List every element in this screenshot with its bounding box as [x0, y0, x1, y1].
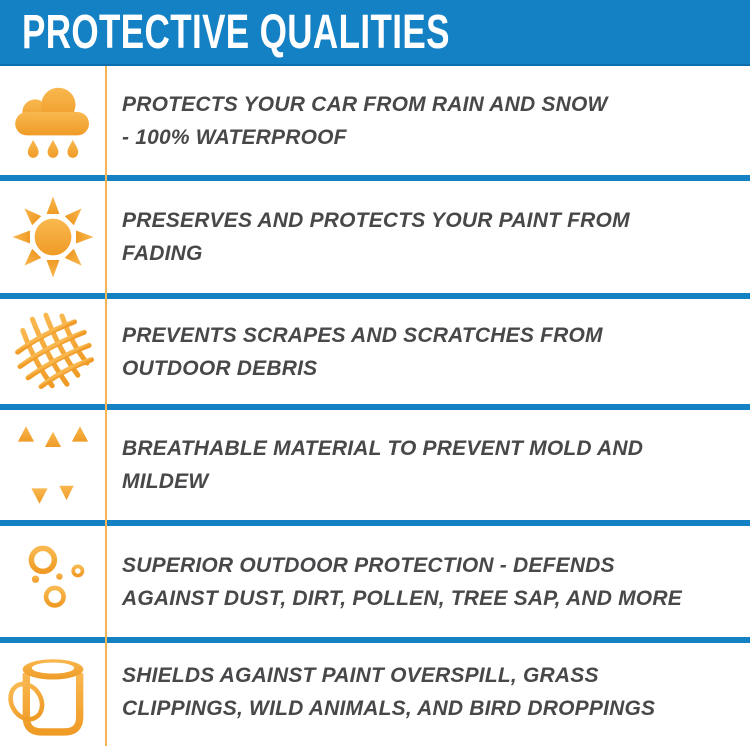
feature-row-spills: SHIELDS AGAINST PAINT OVERSPILL, GRASS C… — [0, 643, 750, 750]
page-title: PROTECTIVE QUALITIES — [22, 5, 450, 59]
feature-text-cell: BREATHABLE MATERIAL TO PREVENT MOLD AND … — [105, 432, 750, 498]
feature-text-cell: SUPERIOR OUTDOOR PROTECTION - DEFENDS AG… — [105, 549, 750, 615]
feature-rows: PROTECTS YOUR CAR FROM RAIN AND SNOW - 1… — [0, 66, 750, 750]
feature-text: PRESERVES AND PROTECTS YOUR PAINT FROM F… — [122, 209, 630, 265]
feature-text-cell: PROTECTS YOUR CAR FROM RAIN AND SNOW - 1… — [105, 88, 750, 154]
row-divider — [0, 637, 750, 643]
breathable-weave-icon — [0, 410, 105, 520]
feature-text-cell: SHIELDS AGAINST PAINT OVERSPILL, GRASS C… — [105, 664, 750, 725]
feature-row-breathable: BREATHABLE MATERIAL TO PREVENT MOLD AND … — [0, 410, 750, 520]
dust-particles-icon — [0, 526, 105, 637]
row-divider — [0, 404, 750, 410]
sun-icon — [0, 181, 105, 293]
feature-text: SHIELDS AGAINST PAINT OVERSPILL, GRASS C… — [122, 663, 656, 720]
paint-bucket-icon — [0, 643, 105, 750]
feature-text-cell: PREVENTS SCRAPES AND SCRATCHES FROM OUTD… — [105, 319, 750, 385]
feature-row-waterproof: PROTECTS YOUR CAR FROM RAIN AND SNOW - 1… — [0, 66, 750, 175]
feature-row-scratches: PREVENTS SCRAPES AND SCRATCHES FROM OUTD… — [0, 299, 750, 404]
scratch-net-icon — [0, 299, 105, 404]
feature-text: PROTECTS YOUR CAR FROM RAIN AND SNOW - 1… — [122, 92, 608, 149]
feature-text: SUPERIOR OUTDOOR PROTECTION - DEFENDS AG… — [122, 553, 682, 610]
feature-text: BREATHABLE MATERIAL TO PREVENT MOLD AND … — [122, 437, 644, 493]
feature-text-cell: PRESERVES AND PROTECTS YOUR PAINT FROM F… — [105, 204, 750, 270]
row-divider — [0, 175, 750, 181]
feature-text: PREVENTS SCRAPES AND SCRATCHES FROM OUTD… — [122, 323, 603, 380]
column-separator-line — [105, 66, 107, 746]
row-divider — [0, 293, 750, 299]
feature-row-fading: PRESERVES AND PROTECTS YOUR PAINT FROM F… — [0, 181, 750, 293]
row-divider — [0, 520, 750, 526]
feature-row-dust: SUPERIOR OUTDOOR PROTECTION - DEFENDS AG… — [0, 526, 750, 637]
rain-cloud-icon — [0, 66, 105, 175]
header-bar: PROTECTIVE QUALITIES — [0, 0, 750, 66]
